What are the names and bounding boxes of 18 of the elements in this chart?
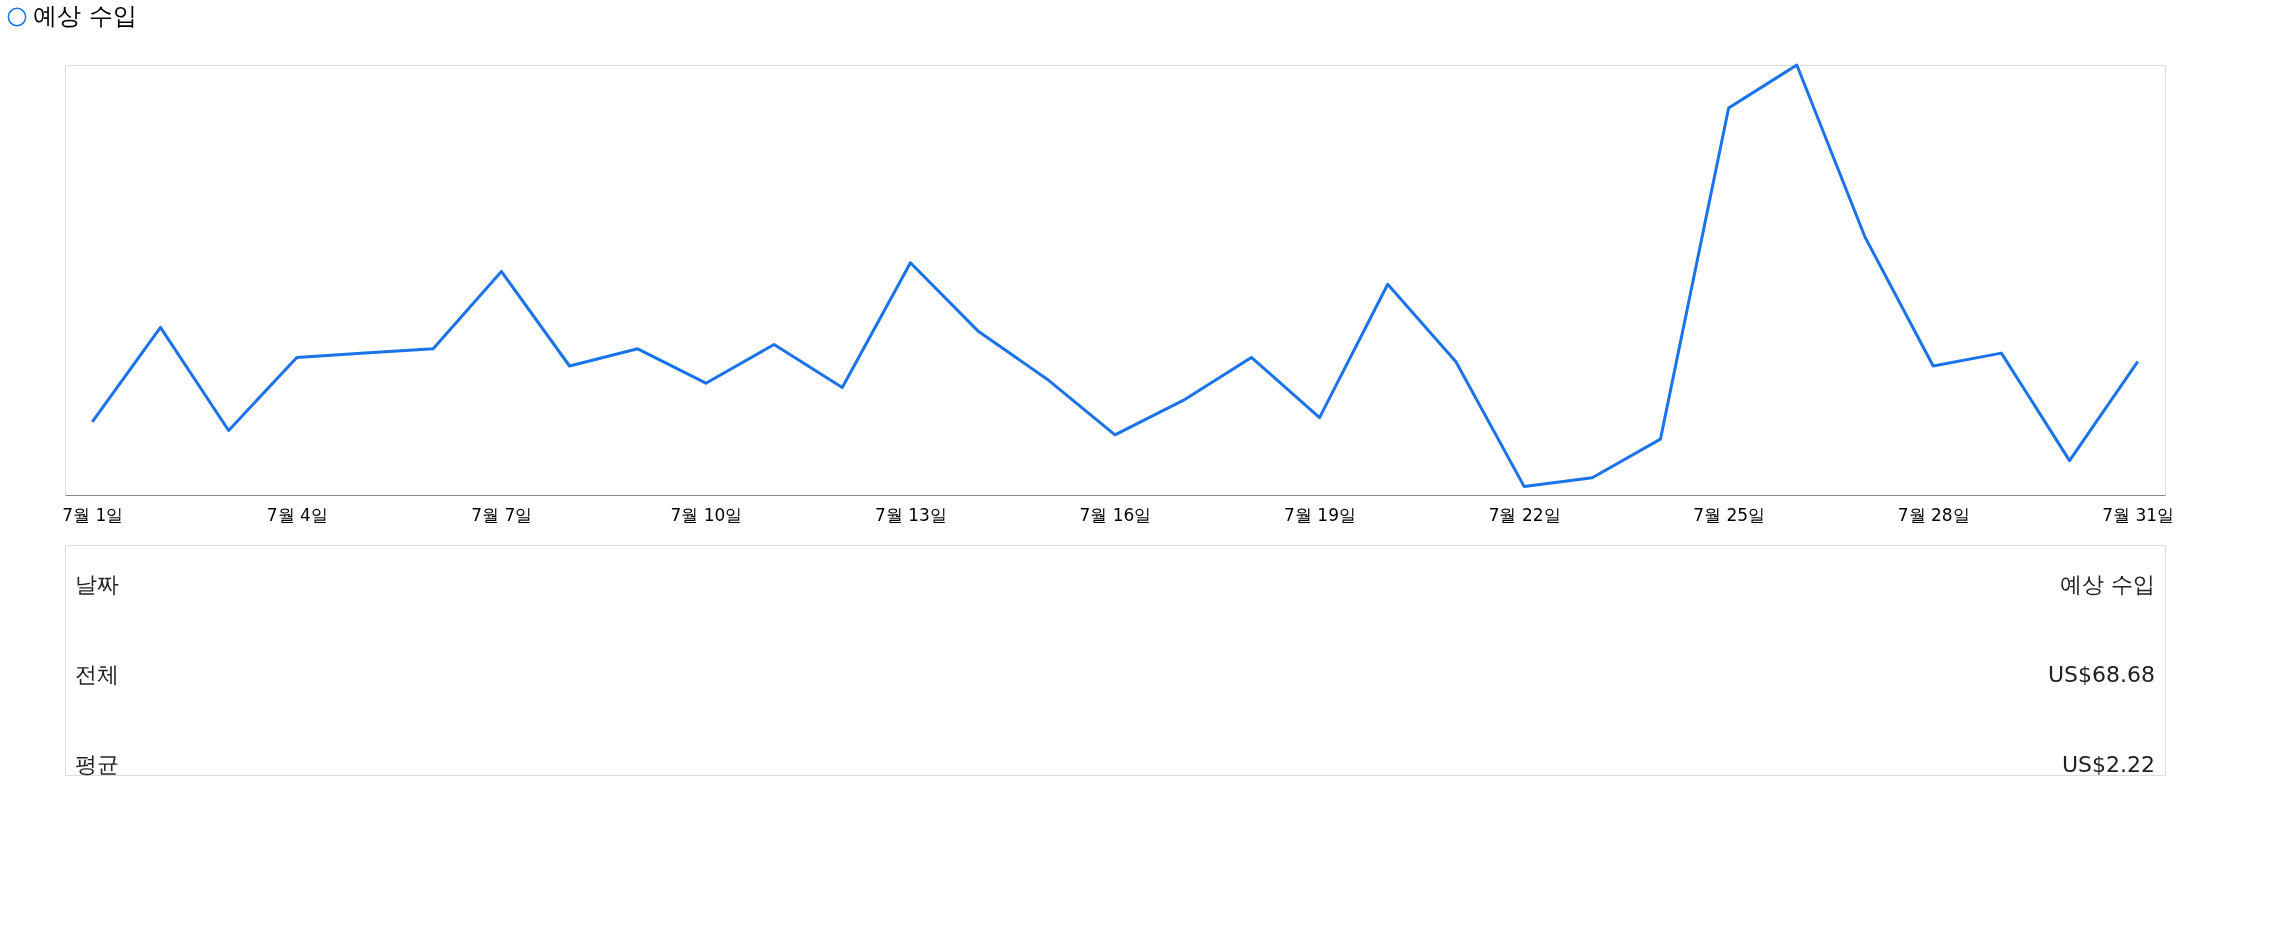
x-tick-label: 7월 13일 — [875, 504, 947, 525]
x-tick-label: 7월 22일 — [1488, 504, 1561, 525]
x-tick-label: 7월 16일 — [1079, 504, 1152, 525]
legend-label: 예상 수입 — [33, 2, 137, 30]
x-tick-label: 7월 10일 — [670, 504, 743, 525]
x-tick-label: 7월 1일 — [62, 504, 124, 525]
text: 전체 — [75, 662, 119, 687]
x-tick-label: 7월 19일 — [1284, 504, 1356, 525]
x-tick-label: 7월 28일 — [1897, 504, 1970, 525]
text: US$68.68 — [2047, 662, 2155, 687]
x-tick-label: 7월 25일 — [1693, 504, 1766, 525]
text: US$2.22 — [2061, 752, 2155, 777]
text: 평균 — [75, 752, 119, 777]
text: 예상 수입 — [2060, 572, 2155, 597]
x-tick-label: 7월 31일 — [2102, 504, 2175, 525]
text: 날짜 — [75, 572, 119, 597]
x-tick-label: 7월 7일 — [471, 504, 533, 525]
x-tick-label: 7월 4일 — [266, 504, 328, 525]
